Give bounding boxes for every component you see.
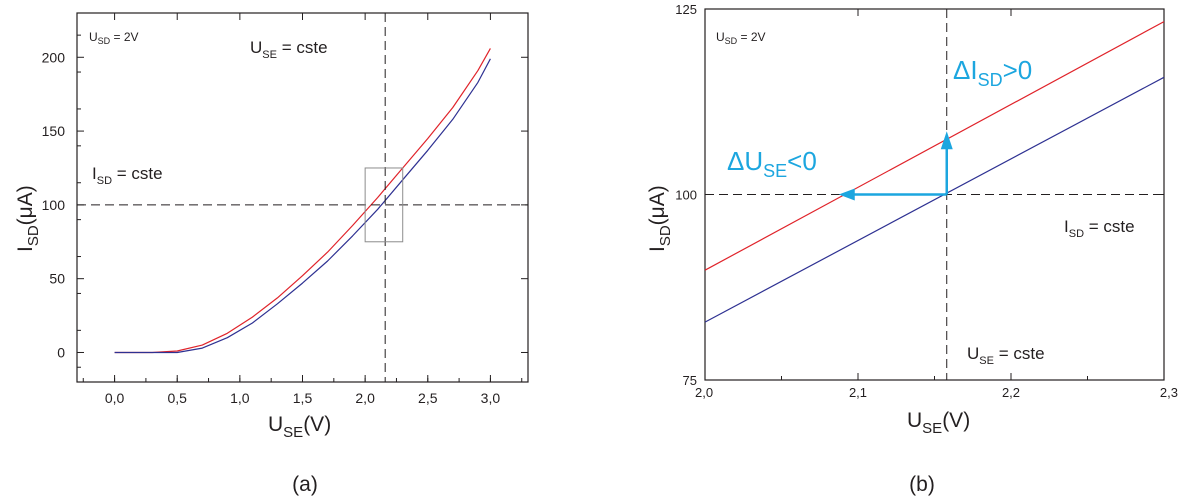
delta-arrows bbox=[838, 131, 953, 201]
annotation-isd-cste-b: ISD = cste bbox=[1064, 217, 1135, 240]
x-tick-label: 2,1 bbox=[849, 385, 867, 400]
series-line-red bbox=[114, 48, 491, 354]
x-axis-label-b: USE(V) bbox=[907, 409, 970, 437]
plot-frame-a bbox=[76, 12, 529, 383]
panel-label-a: (a) bbox=[292, 473, 318, 496]
zoom-box bbox=[364, 167, 404, 243]
y-tick-label: 150 bbox=[42, 123, 66, 139]
series-line-blue bbox=[114, 58, 491, 354]
annotation-delta-isd: ΔISD>0 bbox=[953, 55, 1032, 90]
x-tick-label: 1,0 bbox=[230, 390, 250, 406]
x-tick-label: 1,5 bbox=[293, 390, 313, 406]
y-axis-label-b: ISD(μA) bbox=[646, 185, 674, 252]
panel-b: 2,0 2,1 2,2 2,3 75 100 125 USD = 2V ΔISD>0 ΔUS… bbox=[646, 2, 1178, 496]
x-tick-label: 2,0 bbox=[695, 385, 713, 400]
y-tick-label: 0 bbox=[57, 344, 65, 360]
x-tick-label: 0,0 bbox=[105, 390, 125, 406]
panel-a: 0,0 0,5 1,0 1,5 2,0 2,5 3,0 0 50 100 150 200 USD = … bbox=[14, 12, 529, 496]
axis-ticks-a bbox=[77, 13, 528, 382]
y-tick-label: 75 bbox=[683, 373, 697, 388]
series-b bbox=[704, 21, 1165, 323]
x-tick-label: 0,5 bbox=[167, 390, 187, 406]
series-a bbox=[114, 48, 491, 354]
x-tick-label: 2,3 bbox=[1160, 385, 1178, 400]
series-line-red bbox=[704, 21, 1165, 271]
tick-labels-a: 0,0 0,5 1,0 1,5 2,0 2,5 3,0 0 50 100 150 200 bbox=[42, 49, 501, 406]
y-tick-label: 125 bbox=[675, 2, 697, 17]
panel-label-b: (b) bbox=[909, 473, 935, 496]
x-tick-label: 2,0 bbox=[355, 390, 375, 406]
series-line-blue bbox=[704, 76, 1165, 323]
delta-use-arrowhead bbox=[838, 188, 855, 201]
y-tick-label: 100 bbox=[42, 197, 66, 213]
y-tick-label: 200 bbox=[42, 49, 66, 65]
y-tick-label: 100 bbox=[675, 188, 697, 203]
delta-isd-arrowhead bbox=[940, 131, 953, 150]
annotation-usd-a: USD = 2V bbox=[89, 30, 139, 46]
x-tick-label: 2,5 bbox=[418, 390, 438, 406]
annotation-use-cste-a: USE = cste bbox=[250, 38, 328, 61]
x-tick-label: 3,0 bbox=[481, 390, 501, 406]
x-tick-label: 2,2 bbox=[1002, 385, 1020, 400]
y-tick-label: 50 bbox=[49, 271, 65, 287]
annotation-isd-cste-a: ISD = cste bbox=[92, 164, 163, 187]
y-axis-label-a: ISD(μA) bbox=[14, 185, 42, 252]
annotation-delta-use: ΔUSE<0 bbox=[727, 146, 817, 181]
x-axis-label-a: USE(V) bbox=[268, 413, 331, 441]
annotation-use-cste-b: USE = cste bbox=[967, 344, 1045, 367]
annotation-usd-b: USD = 2V bbox=[716, 30, 766, 46]
tick-labels-b: 2,0 2,1 2,2 2,3 75 100 125 bbox=[675, 2, 1178, 400]
